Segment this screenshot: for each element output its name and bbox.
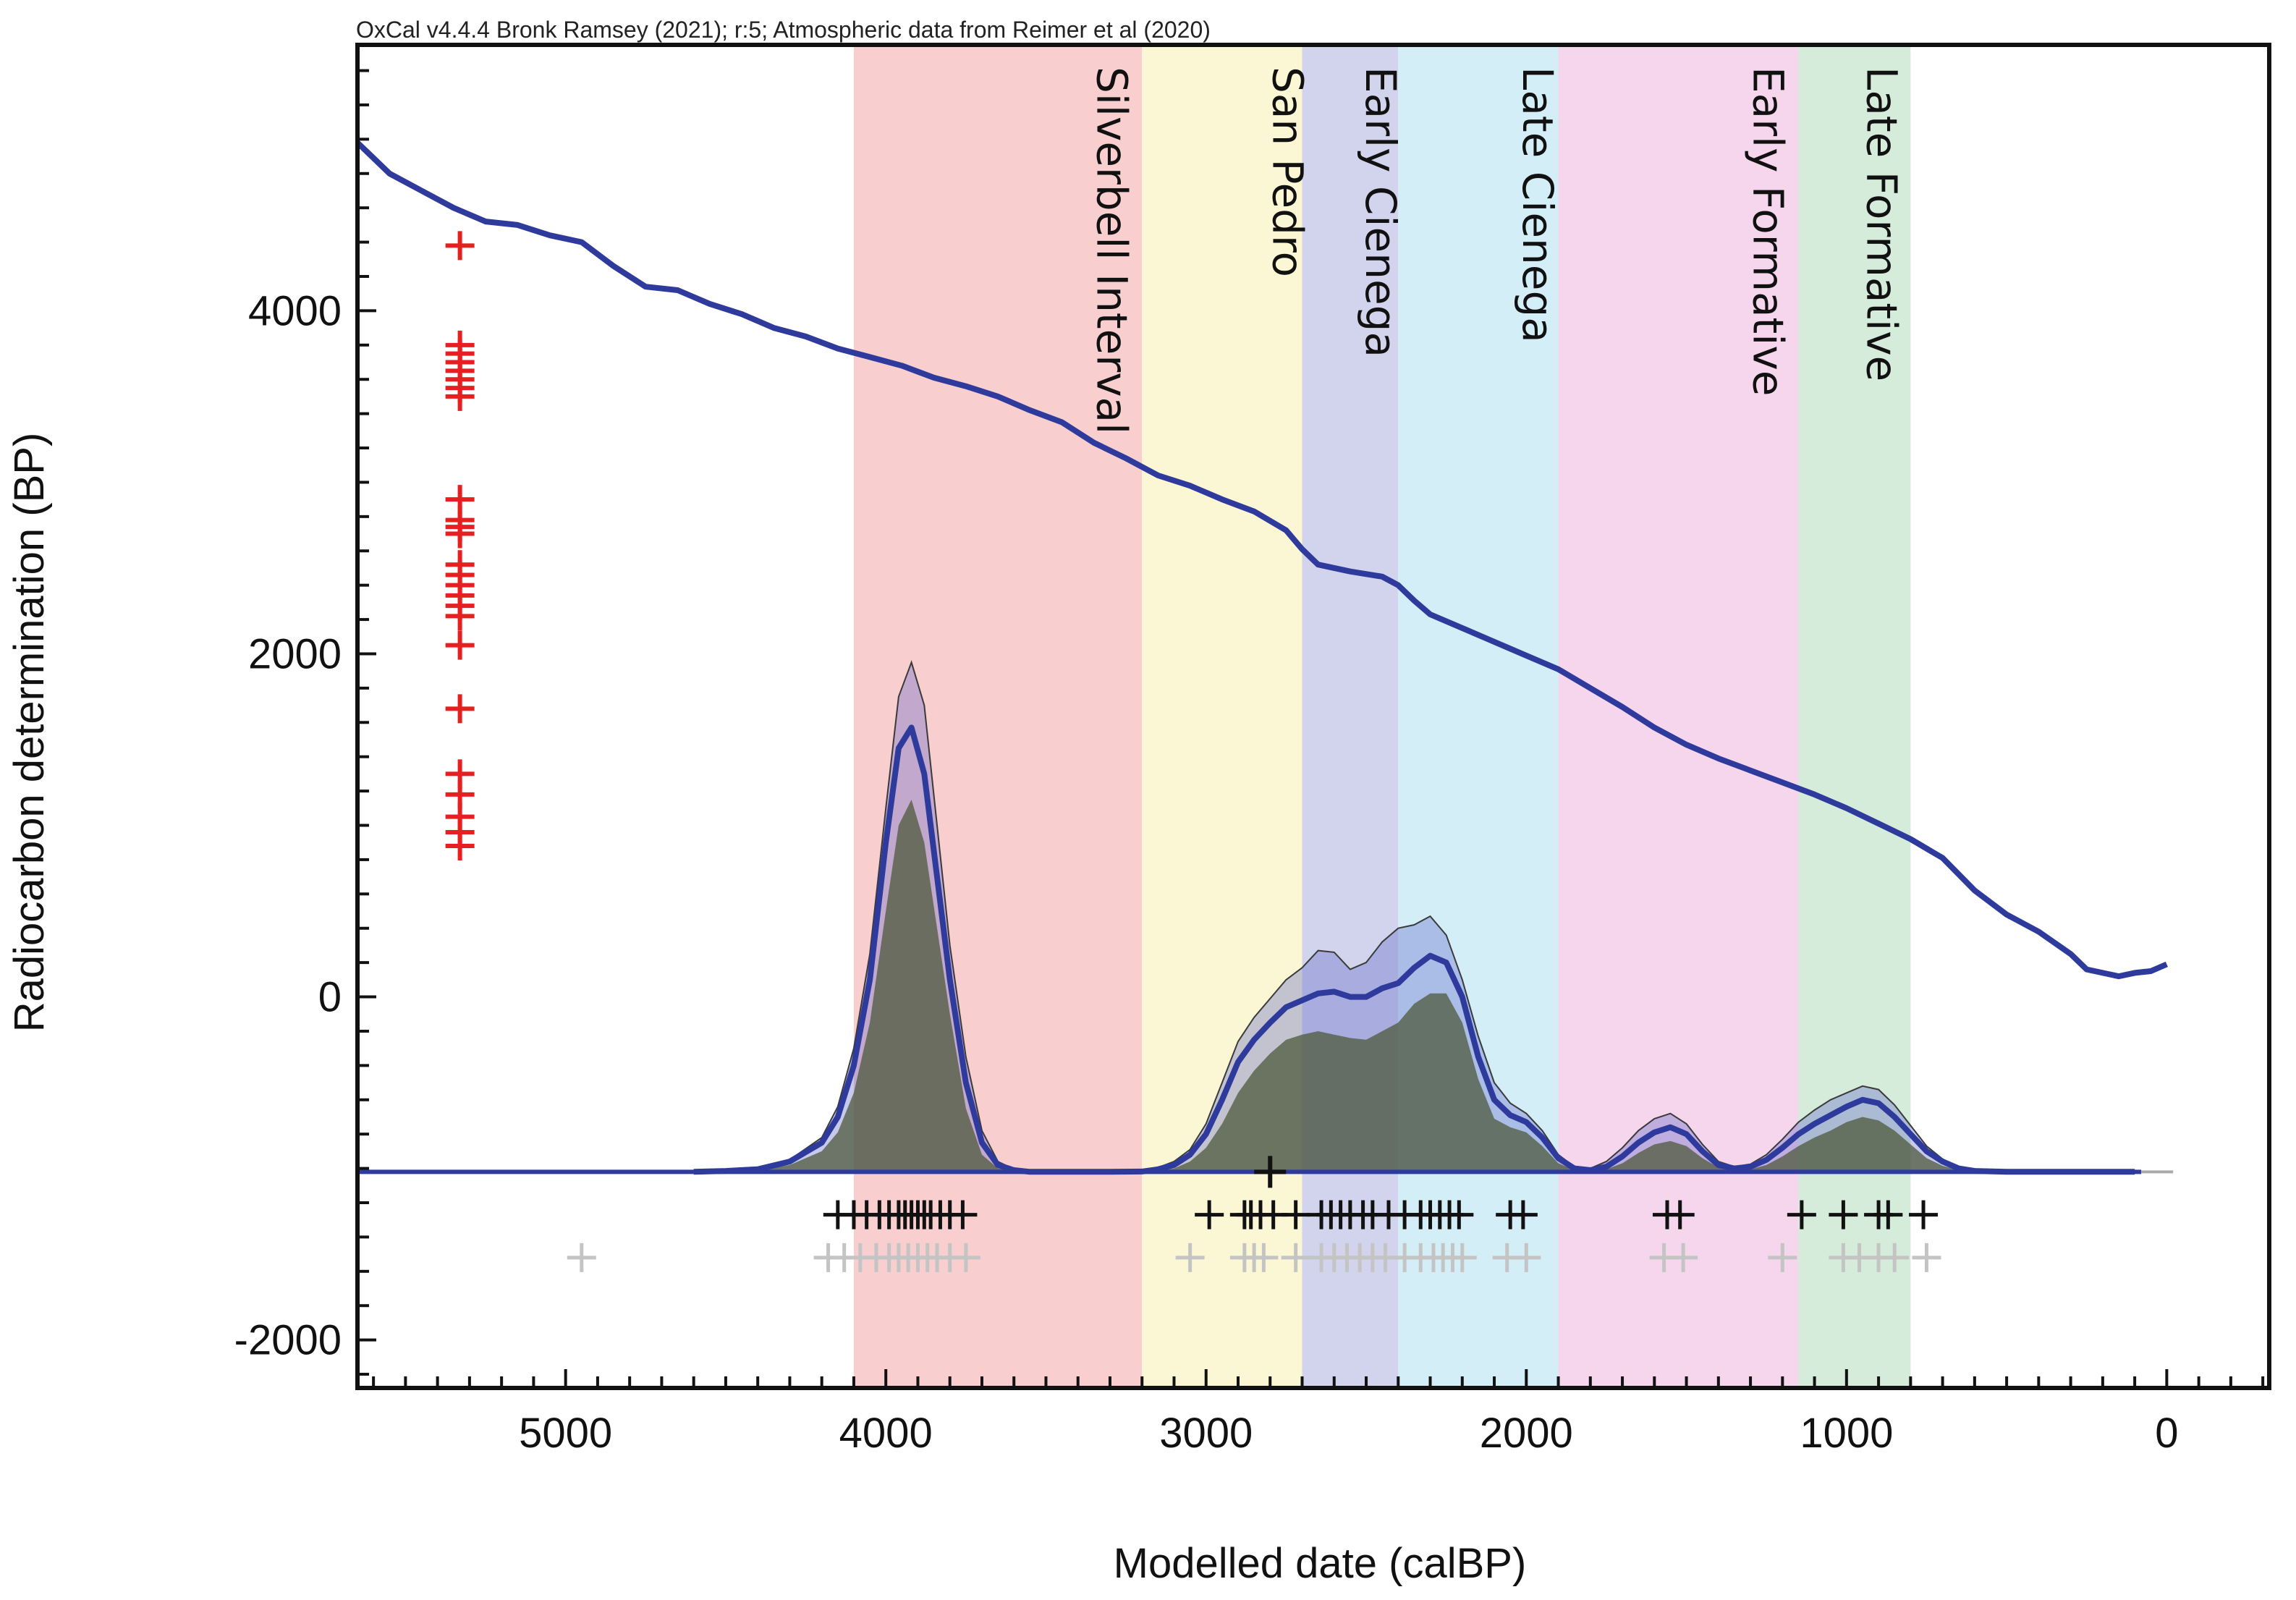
unmodelled-date-marker <box>1768 1243 1797 1272</box>
summed-probability-layer <box>357 660 2174 1175</box>
measured-date-marker <box>445 831 475 860</box>
unmodelled-date-marker <box>1447 1243 1477 1272</box>
x-axis-label: Modelled date (calBP) <box>1114 1540 1527 1587</box>
x-tick-label: 4000 <box>839 1410 933 1457</box>
y-tick-label: 2000 <box>248 630 342 677</box>
period-label-0: Silverbell Interval <box>1087 67 1136 434</box>
unmodelled-date-marker <box>1249 1243 1279 1272</box>
measured-date-marker <box>445 630 475 660</box>
measured-date-marker <box>445 381 475 411</box>
unmodelled-date-marker <box>1281 1243 1310 1272</box>
unmodelled-date-marker <box>1512 1243 1541 1272</box>
probability-raw-trace <box>693 660 2135 1173</box>
x-tick-label: 0 <box>2155 1410 2178 1457</box>
modelled-date-marker <box>1281 1200 1310 1229</box>
period-label-3: Late Cienega <box>1513 67 1562 343</box>
probability-mean-line <box>693 724 2135 1175</box>
period-label-5: Late Formative <box>1857 67 1907 381</box>
intercept-marker <box>1254 1156 1287 1188</box>
axis-layer: 5000 4000 3000 2000 1000 0 4000 2000 0 -2000 <box>234 69 2265 1457</box>
y-axis-label: Radiocarbon determination (BP) <box>6 433 53 1033</box>
modelled-date-marker <box>1909 1200 1939 1229</box>
date-markers-layer <box>445 231 1941 1272</box>
modelled-date-marker <box>1444 1200 1474 1229</box>
measured-date-marker <box>445 694 475 724</box>
y-tick-label: 0 <box>318 974 342 1021</box>
period-label-1: San Pedro <box>1263 67 1313 277</box>
modelled-date-marker <box>1508 1200 1538 1229</box>
y-tick-label: -2000 <box>234 1317 342 1364</box>
measured-date-marker <box>445 519 475 549</box>
unmodelled-date-marker <box>1912 1243 1941 1272</box>
x-tick-label: 1000 <box>1800 1410 1893 1457</box>
calibration-curve <box>355 140 2168 980</box>
unmodelled-date-marker <box>1880 1243 1910 1272</box>
modelled-date-marker <box>1787 1200 1816 1229</box>
measured-date-marker <box>445 601 475 631</box>
unmodelled-date-marker <box>567 1243 596 1272</box>
period-label-2: Early Cienega <box>1356 67 1405 357</box>
unmodelled-date-marker <box>1175 1243 1205 1272</box>
x-tick-label: 2000 <box>1480 1410 1573 1457</box>
calibration-curve-layer <box>355 140 2168 980</box>
period-label-4: Early Formative <box>1744 67 1793 396</box>
x-tick-label: 5000 <box>519 1410 612 1457</box>
modelled-date-marker <box>1665 1200 1695 1229</box>
unmodelled-date-marker <box>951 1243 980 1272</box>
period-labels: Silverbell Interval San Pedro Early Cieneg… <box>1087 67 1906 434</box>
x-tick-label: 3000 <box>1159 1410 1253 1457</box>
plot-frame <box>355 43 2271 1390</box>
probability-lower-fill <box>693 800 2135 1172</box>
software-credit: OxCal v4.4.4 Bronk Ramsey (2021); r:5; A… <box>356 17 1211 43</box>
modelled-date-marker <box>1195 1200 1224 1229</box>
measured-date-marker <box>445 231 475 261</box>
modelled-date-marker <box>948 1200 978 1229</box>
modelled-date-marker <box>1873 1200 1903 1229</box>
unmodelled-date-marker <box>1669 1243 1698 1272</box>
modelled-date-marker <box>1829 1200 1858 1229</box>
y-tick-label: 4000 <box>248 287 342 334</box>
